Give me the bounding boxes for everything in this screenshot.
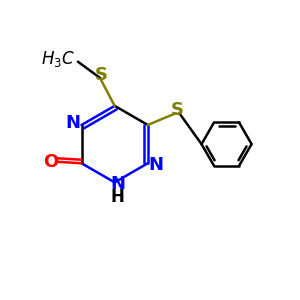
- Text: S: S: [171, 101, 184, 119]
- Text: N: N: [66, 115, 81, 133]
- Text: S: S: [95, 66, 108, 84]
- Text: $H_3C$: $H_3C$: [41, 49, 75, 69]
- Text: H: H: [111, 188, 124, 206]
- Text: O: O: [44, 153, 59, 171]
- Text: N: N: [110, 175, 125, 193]
- Text: N: N: [148, 156, 164, 174]
